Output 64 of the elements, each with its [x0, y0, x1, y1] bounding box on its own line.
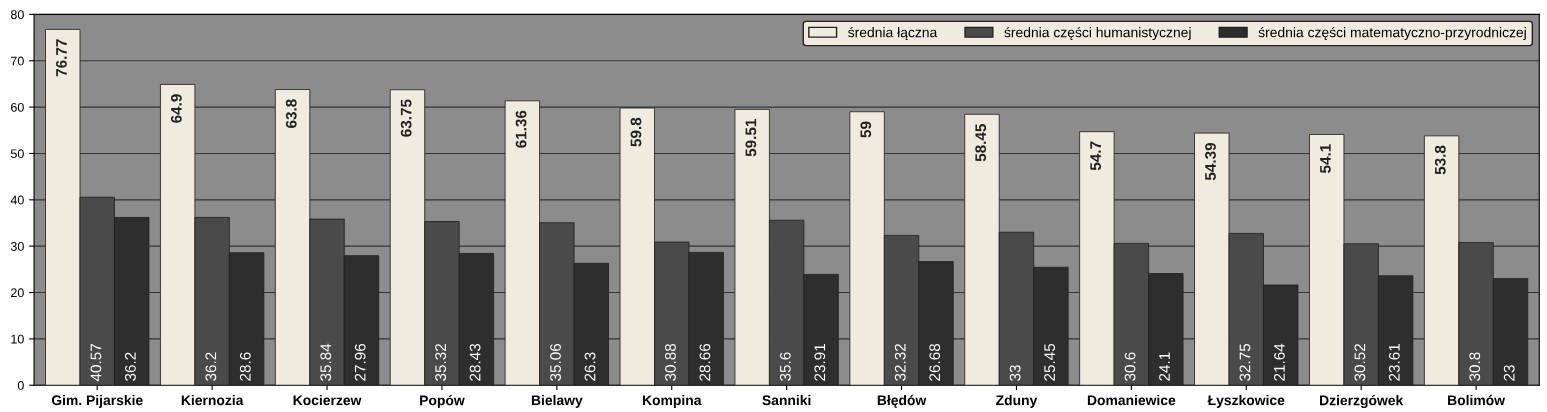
data-label: 54.7: [1090, 141, 1101, 171]
x-tick-label: Domaniewice: [1087, 394, 1176, 406]
data-label: 40.57: [90, 344, 102, 382]
y-tick-label: 50: [10, 149, 24, 159]
data-label: 63.75: [400, 99, 412, 137]
x-tick-label: Kocierzew: [293, 394, 362, 406]
data-label: 35.6: [779, 352, 791, 381]
data-label: 33: [1009, 365, 1021, 381]
data-label: 27.96: [354, 343, 366, 381]
data-label: 54.39: [1205, 142, 1216, 181]
x-tick-label: Kompina: [642, 394, 702, 408]
data-label: 35.84: [320, 343, 332, 381]
data-label: 36.2: [124, 352, 136, 381]
legend-label: średnia części matematyczno-przyrodniczej: [1258, 26, 1526, 41]
data-label: 28.66: [699, 343, 711, 381]
data-label: 23.91: [814, 344, 826, 381]
x-tick-label: Dzierzgówek: [1320, 394, 1404, 409]
x-tick-label: Błędów: [877, 394, 927, 408]
data-label: 59: [860, 121, 872, 138]
data-label: 30.8: [1469, 352, 1481, 381]
legend-label: średnia łączna: [848, 26, 938, 41]
data-label: 36.2: [205, 352, 217, 381]
y-tick-label: 0: [17, 381, 24, 390]
x-tick-label: Popów: [420, 394, 465, 409]
x-tick-label: Bielawy: [531, 394, 583, 408]
data-label: 28.6: [239, 352, 251, 381]
data-label: 63.8: [285, 99, 297, 128]
data-label: 32.75: [1239, 343, 1251, 381]
y-tick-label: 60: [11, 102, 24, 112]
x-tick-label: Zduny: [996, 394, 1038, 408]
data-label: 32.32: [894, 344, 906, 381]
data-label: 58.45: [975, 124, 987, 162]
data-label: 21.64: [1274, 343, 1285, 381]
data-label: 35.32: [435, 344, 447, 381]
data-label: 53.8: [1434, 145, 1446, 175]
data-label: 30.6: [1124, 352, 1136, 381]
data-label: 26.3: [584, 352, 596, 381]
data-label: 30.52: [1354, 344, 1366, 381]
data-label: 23: [1503, 365, 1515, 381]
data-label: 26.68: [929, 343, 941, 381]
data-label: 28.43: [469, 343, 481, 381]
data-label: 30.88: [665, 343, 676, 381]
data-label: 59.51: [745, 119, 757, 157]
data-label: 61.36: [515, 110, 527, 148]
data-label: 25.45: [1044, 343, 1056, 381]
data-label: 54.1: [1320, 144, 1331, 173]
data-label: 76.77: [56, 39, 67, 77]
y-tick-label: 10: [11, 334, 24, 344]
x-tick-label: Łyszkowice: [1207, 394, 1285, 408]
y-tick-label: 20: [11, 288, 24, 298]
y-tick-label: 30: [10, 241, 24, 251]
x-tick-label: Gim. Pijarskie: [51, 394, 143, 408]
x-tick-label: Sanniki: [762, 394, 811, 406]
y-tick-label: 80: [10, 10, 24, 20]
x-tick-label: Bolimów: [1448, 394, 1506, 406]
data-label: 24.1: [1159, 352, 1170, 381]
legend-label: średnia części humanistycznej: [1004, 26, 1191, 41]
x-tick-label: Kiernozia: [181, 394, 244, 406]
data-label: 59.8: [630, 117, 642, 147]
data-label: 35.06: [550, 343, 561, 381]
data-label: 23.61: [1388, 344, 1400, 381]
y-tick-label: 70: [11, 56, 24, 66]
data-label: 64.9: [170, 94, 182, 123]
y-tick-label: 40: [10, 195, 24, 205]
